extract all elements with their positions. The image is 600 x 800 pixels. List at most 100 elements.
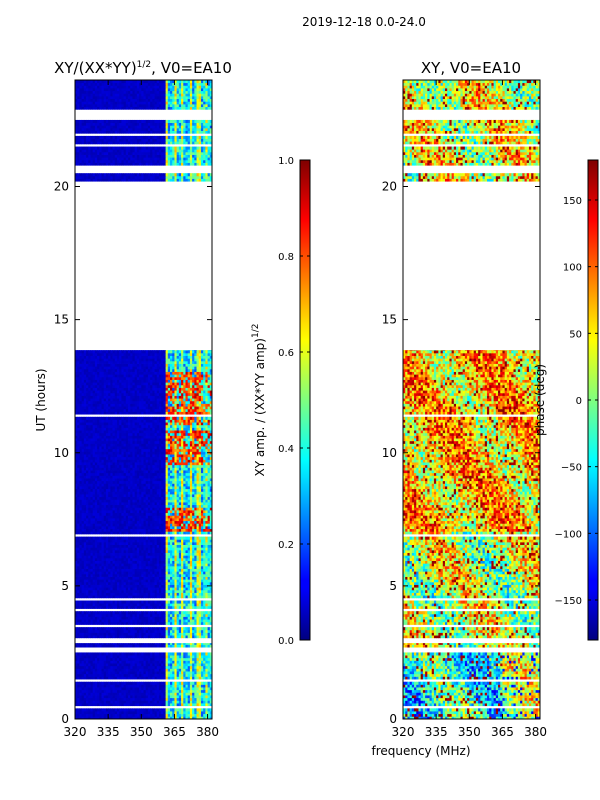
heatmap-cell [156,555,160,559]
heatmap-cell [176,629,180,633]
heatmap-cell [99,579,102,583]
heatmap-cell [203,629,206,633]
heatmap-cell [116,687,120,691]
heatmap-cell [112,600,116,604]
heatmap-cell [170,673,173,677]
heatmap-cell [178,703,182,707]
heatmap-cell [145,703,149,707]
heatmap-cell [75,611,78,615]
heatmap-cell [178,652,182,656]
heatmap-cell [172,692,175,696]
heatmap-cell [143,525,147,530]
heatmap-cell [187,663,191,667]
heatmap-cell [152,665,155,669]
heatmap-cell [178,663,182,667]
heatmap-cell [101,579,105,583]
heatmap-cell [143,684,147,688]
heatmap-cell [183,565,186,569]
heatmap-cell [172,595,175,599]
heatmap-cell [154,589,158,593]
heatmap-cell [90,643,94,645]
heatmap-cell [121,557,125,561]
heatmap-cell [174,587,178,591]
heatmap-cell [141,544,144,548]
heatmap-cell [207,676,211,680]
heatmap-cell [108,619,111,623]
heatmap-cell [94,673,98,677]
heatmap-cell [147,568,151,572]
heatmap-cell [165,600,169,604]
heatmap-cell [189,581,193,585]
heatmap-cell [125,589,129,593]
heatmap-cell [178,711,182,715]
heatmap-cell [141,632,144,636]
heatmap-cell [88,663,91,667]
heatmap-cell [125,565,129,569]
heatmap-cell [203,600,206,604]
heatmap-cell [75,627,78,631]
heatmap-cell [128,587,131,591]
heatmap-cell [139,697,142,701]
heatmap-cell [170,603,173,607]
heatmap-cell [125,555,129,559]
heatmap-cell [143,657,147,661]
heatmap-cell [174,565,178,569]
heatmap-cell [192,708,195,712]
heatmap-cell [130,555,133,559]
heatmap-cell [178,576,182,580]
heatmap-cell [170,695,173,699]
heatmap-cell [196,579,200,583]
heatmap-cell [203,544,206,548]
heatmap-cell [90,584,94,588]
heatmap-cell [99,544,102,548]
heatmap-cell [209,689,212,693]
heatmap-cell [94,668,98,672]
heatmap-cell [116,703,120,707]
heatmap-cell [167,573,171,577]
heatmap-cell [79,576,83,580]
heatmap-cell [92,689,96,693]
heatmap-cell [200,621,204,625]
heatmap-cell [167,652,171,656]
heatmap-cell [152,676,155,680]
heatmap-cell [94,560,98,564]
heatmap-cell [79,611,83,615]
heatmap-cell [189,711,193,715]
heatmap-cell [170,708,173,712]
heatmap-cell [79,716,83,719]
heatmap-cell [119,616,122,620]
heatmap-cell [79,557,83,561]
heatmap-cell [114,711,118,715]
heatmap-cell [172,560,175,564]
heatmap-cell [147,687,151,691]
heatmap-cell [174,560,178,564]
heatmap-cell [178,531,182,535]
heatmap-cell [103,681,107,685]
heatmap-cell [92,605,96,609]
heatmap-cell [139,660,142,664]
heatmap-cell [183,563,186,567]
heatmap-cell [143,627,147,631]
heatmap-cell [81,687,85,691]
heatmap-cell [194,643,197,645]
heatmap-cell [81,644,85,648]
heatmap-cell [90,573,94,577]
heatmap-cell [154,655,158,659]
heatmap-cell [209,700,212,704]
heatmap-cell [86,541,89,545]
heatmap-cell [99,673,102,677]
heatmap-cell [83,573,87,577]
heatmap-cell [99,697,102,701]
heatmap-cell [136,584,140,588]
heatmap-cell [163,676,166,680]
heatmap-cell [194,689,197,693]
heatmap-cell [105,560,109,564]
heatmap-cell [75,673,78,677]
heatmap-cell [172,660,175,664]
heatmap-cell [207,613,211,617]
heatmap-cell [94,584,98,588]
heatmap-cell [209,531,212,535]
heatmap-cell [183,663,186,667]
heatmap-cell [116,660,120,664]
heatmap-cell [150,539,153,543]
